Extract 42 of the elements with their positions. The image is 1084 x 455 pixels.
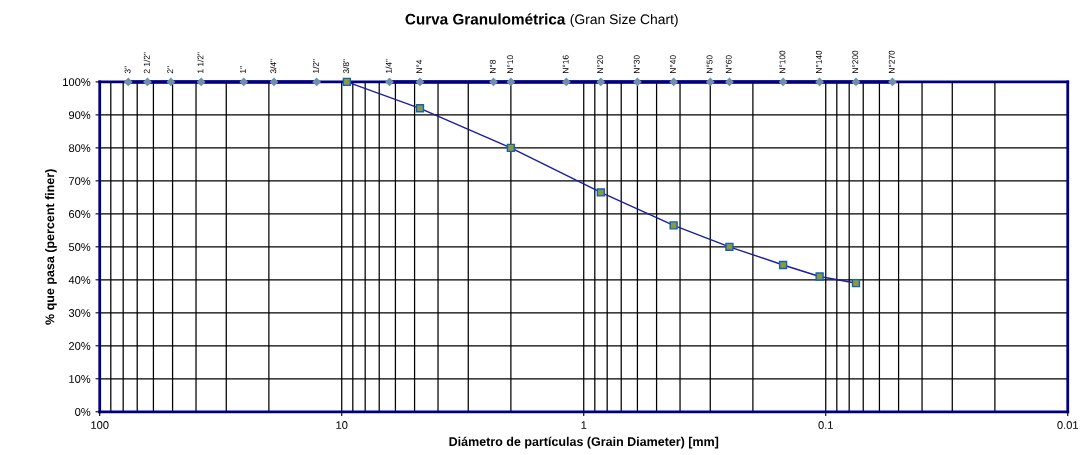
y-tick-label: 0% [75, 408, 91, 416]
annotation: 2 1/2" [143, 52, 150, 74]
annotation: N°100 [779, 50, 786, 73]
y-tick-label: 80% [68, 144, 91, 153]
x-tick-label: 0.01 [1057, 421, 1079, 429]
annotation: N°60 [725, 55, 732, 73]
annotation: N°50 [706, 55, 713, 73]
y-tick-label: 90% [68, 111, 91, 120]
y-tick-label: 70% [69, 177, 91, 185]
annotation: 1 1/2" [197, 52, 204, 73]
annotation: N°4 [416, 59, 423, 73]
annotation: N°30 [633, 55, 640, 73]
annotation: N°140 [815, 50, 822, 73]
annotation: N°16 [562, 55, 569, 73]
chart-title: Curva Granulométrica [405, 13, 566, 25]
annotation: 3/4" [270, 59, 277, 74]
annotation: 2" [167, 66, 174, 74]
annotation: N°40 [670, 55, 676, 73]
y-tick-label: 10% [69, 375, 91, 383]
y-tick-label: 30% [68, 309, 91, 317]
x-axis-title: Diámetro de partículas (Grain Diameter) [mm] [449, 436, 719, 449]
y-tick-label: 100% [63, 78, 91, 87]
y-tick-label: 60% [69, 210, 91, 218]
y-tick-label: 20% [69, 342, 91, 350]
annotation: N°200 [852, 50, 859, 73]
x-tick-label: 1 [581, 421, 587, 429]
annotation: 3" [124, 66, 131, 74]
annotation: 3/8" [342, 59, 350, 74]
annotation: N°10 [507, 55, 514, 73]
annotation: 1" [240, 66, 246, 73]
y-tick-label: 50% [68, 243, 91, 251]
annotation: 1/4" [385, 59, 392, 73]
x-tick-label: 10 [336, 421, 348, 429]
chart-subtitle: (Gran Size Chart) [570, 14, 678, 27]
annotation: N°270 [888, 50, 895, 73]
x-tick-label: 0.1 [818, 421, 833, 429]
y-tick-label: 40% [68, 276, 91, 284]
annotation: 1/2" [312, 59, 319, 73]
annotation: N°8 [489, 59, 496, 73]
annotation: N°20 [597, 55, 604, 73]
y-axis-title: % que pasa (percent finer) [45, 169, 57, 325]
x-tick-label: 100 [91, 421, 109, 429]
